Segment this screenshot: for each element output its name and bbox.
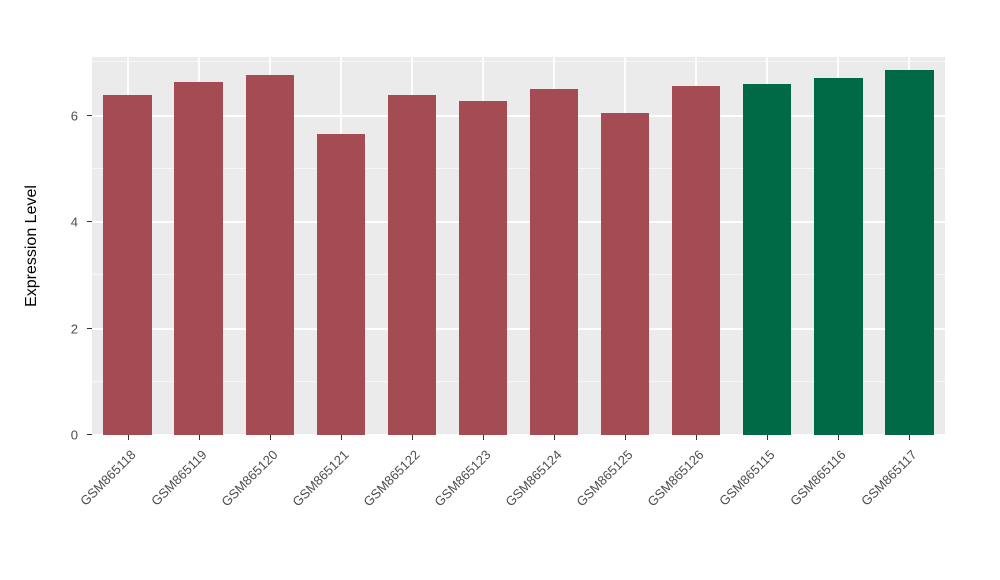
x-tick-label: GSM865116 [787,447,849,509]
bar-GSM865121 [316,133,365,435]
gridline-minor [92,274,945,276]
bar-GSM865123 [458,100,508,435]
y-tick-label: 6 [70,108,78,124]
bar-GSM865125 [600,113,650,435]
x-tick-mark [198,435,200,440]
x-tick-label: GSM865126 [644,447,707,510]
x-axis-labels: GSM865118 GSM865119 GSM865120 GSM865121 GSM8… [77,443,945,578]
x-axis-ticks [92,435,945,441]
x-tick-label: GSM865118 [76,447,139,509]
bar-GSM865116 [814,78,863,435]
x-tick-mark [127,435,129,440]
x-tick-label: GSM865115 [716,447,778,509]
x-tick-mark [909,435,911,440]
x-tick-label: GSM865120 [218,447,281,510]
x-tick-label: GSM865124 [502,447,565,510]
gridline-minor [92,380,945,382]
x-tick-mark [482,435,484,440]
x-tick-label: GSM865119 [147,447,210,509]
x-tick-mark [269,435,271,440]
bar-GSM865120 [245,75,294,435]
gridline-major [92,221,945,224]
x-tick-mark [411,435,413,440]
x-tick-mark [554,435,556,440]
gridline-major [92,327,945,330]
x-tick-mark [625,435,627,440]
gridline-minor [92,167,945,169]
x-tick-label: GSM865121 [289,447,352,510]
gridline-major [92,114,945,117]
bar-GSM865115 [743,84,792,435]
gridline-major [92,434,945,436]
bar-GSM865117 [885,69,934,435]
y-tick-label: 2 [70,321,78,337]
x-tick-label: GSM865123 [431,447,494,510]
y-axis: 0 2 4 6 [34,57,92,443]
y-tick-label: 4 [70,214,78,230]
bar-GSM865124 [529,88,579,435]
x-tick-mark [838,435,840,440]
x-tick-mark [696,435,698,440]
y-tick-mark [87,434,92,435]
gridline-minor [92,61,945,63]
bar-GSM865119 [174,82,223,435]
bar-GSM865118 [103,95,152,435]
y-tick-mark [87,221,92,223]
y-tick-mark [87,327,92,329]
x-tick-label: GSM865125 [573,447,636,510]
x-tick-label: GSM865117 [858,447,921,509]
chart-panel [92,57,945,436]
bar-GSM865126 [672,86,721,435]
x-tick-mark [767,435,769,440]
x-tick-mark [340,435,342,440]
bar-GSM865122 [387,95,437,435]
x-tick-label: GSM865122 [360,447,423,510]
y-tick-label: 0 [70,427,78,443]
y-tick-mark [87,114,92,116]
